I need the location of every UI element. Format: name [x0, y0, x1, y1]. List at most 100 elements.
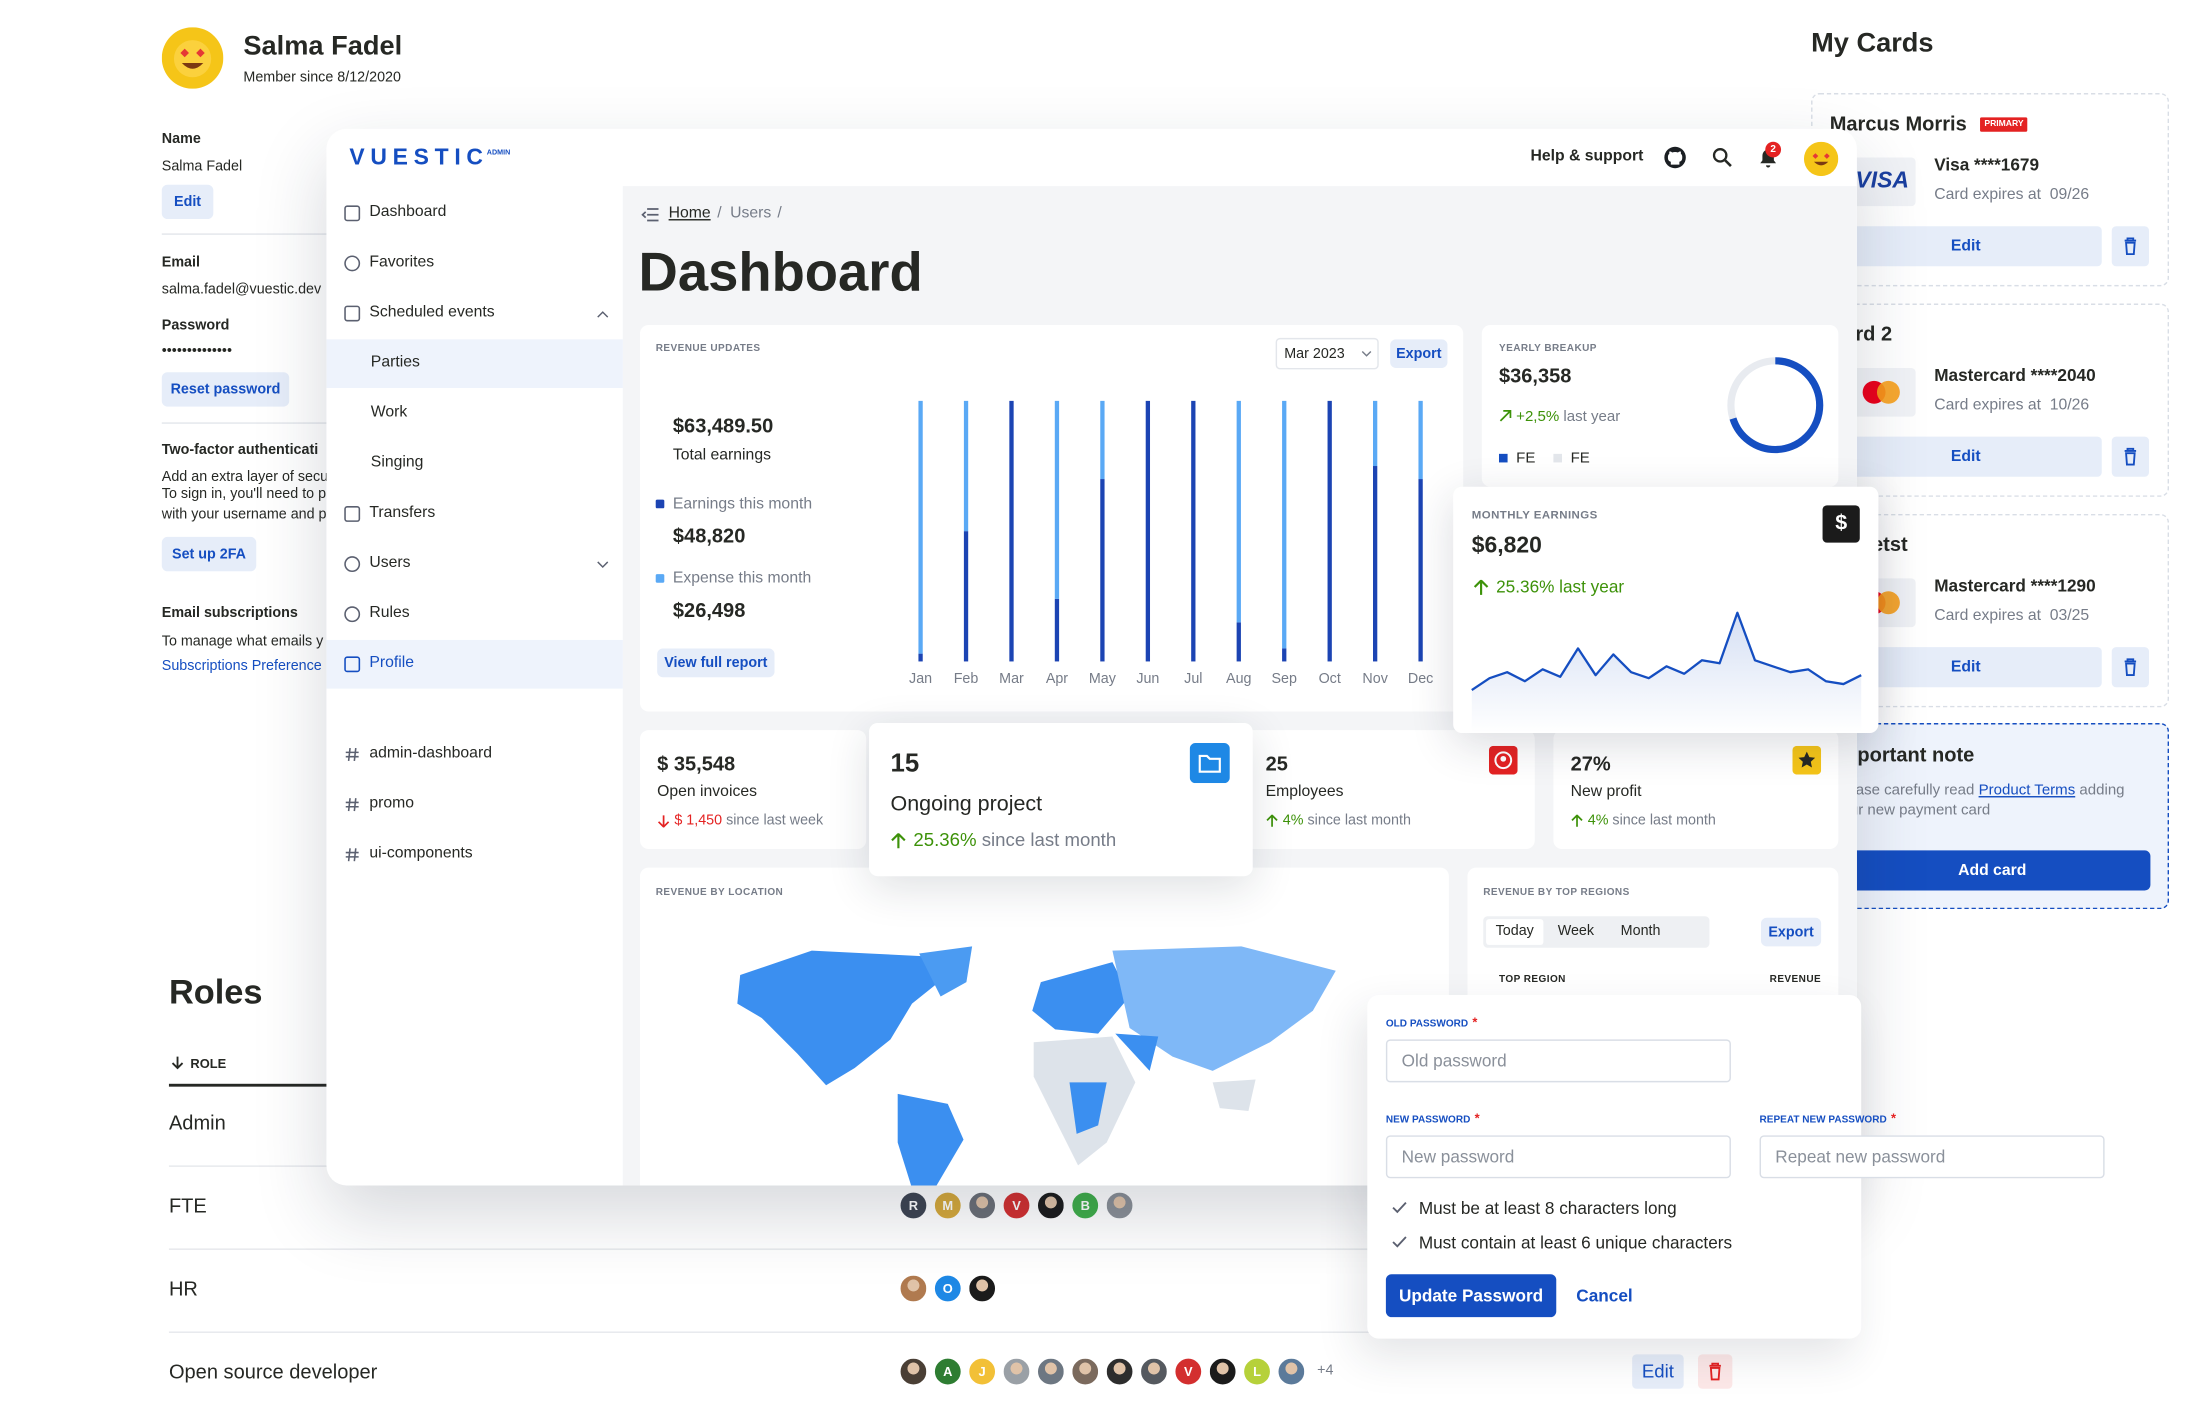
github-icon[interactable] — [1664, 146, 1687, 169]
role-name: Admin — [168, 1110, 226, 1134]
icon-shape — [344, 656, 361, 673]
graphic — [1876, 380, 1900, 404]
chevron — [597, 311, 609, 318]
field-label: NEW PASSWORD * — [1386, 1111, 1480, 1125]
breadcrumb-item[interactable]: Users — [730, 204, 772, 222]
edit-button[interactable]: Edit — [1829, 436, 2102, 477]
primary-badge: PRIMARY — [1980, 117, 2028, 132]
graphic — [173, 40, 212, 78]
nav-item[interactable]: Singing — [370, 453, 424, 472]
trash-icon — [2124, 447, 2137, 466]
delete-button[interactable] — [2111, 226, 2149, 267]
tab[interactable]: Today — [1486, 919, 1544, 945]
reset-password-button[interactable]: Reset password — [161, 372, 290, 407]
folder-icon — [1189, 743, 1230, 784]
delete-button[interactable] — [1697, 1354, 1733, 1389]
card-title: REVENUE BY LOCATION — [655, 887, 784, 898]
nav-item[interactable]: Scheduled events — [369, 303, 495, 321]
total-value: $63,489.50 — [672, 413, 774, 437]
nav-item[interactable]: Favorites — [369, 253, 435, 271]
note-text-part: adding your new payment card — [1834, 781, 2125, 819]
new-password-input[interactable]: New password — [1385, 1135, 1731, 1179]
icon-shape — [344, 205, 361, 222]
subscriptions-link[interactable]: Subscriptions Preference — [161, 658, 322, 675]
tab[interactable]: Week — [1557, 923, 1595, 940]
period-select[interactable]: Mar 2023 — [1275, 337, 1379, 370]
search-icon[interactable] — [1712, 147, 1732, 167]
x-tick-label: Oct — [1319, 671, 1341, 687]
tab[interactable]: Month — [1620, 923, 1661, 940]
edit-button[interactable]: Edit — [1829, 226, 2102, 267]
member-avatar: R — [899, 1191, 928, 1220]
stat-change: 25.36% since last month — [913, 829, 1116, 850]
graphic — [737, 950, 948, 1086]
trend-icon — [1571, 814, 1583, 827]
channel-item[interactable]: admin-dashboard — [369, 744, 492, 762]
graphic — [1712, 148, 1728, 163]
x-tick-label: Nov — [1362, 671, 1388, 687]
field-value: •••••••••••••• — [161, 343, 232, 360]
member-avatar — [967, 1274, 997, 1303]
nav-item[interactable]: Parties — [370, 353, 420, 371]
icon-shape — [345, 747, 359, 762]
nav-item[interactable]: Transfers — [369, 503, 436, 522]
field-label: Name — [161, 131, 201, 148]
graphic — [2124, 447, 2137, 466]
terms-link[interactable]: Product Terms — [1978, 781, 2076, 799]
nav-item[interactable]: Work — [370, 403, 408, 421]
add-card-button[interactable]: Add card — [1834, 850, 2151, 891]
old-password-input[interactable]: Old password — [1385, 1039, 1731, 1083]
update-password-button[interactable]: Update Password — [1385, 1274, 1557, 1318]
export-button[interactable]: Export — [1760, 917, 1822, 947]
menu-toggle-icon[interactable] — [641, 208, 659, 222]
breadcrumb-item[interactable]: Home — [668, 204, 711, 222]
donut-arc — [1727, 357, 1824, 454]
note-title: Important note — [1834, 743, 1975, 766]
bar-segment — [1009, 400, 1014, 662]
graphic — [1709, 1362, 1721, 1381]
stat-card: $ 35,548 Open invoices $ 1,450 since las… — [639, 730, 867, 849]
nav-icon — [344, 205, 361, 222]
stat-card: 25 Employees 4% since last month — [1231, 730, 1535, 849]
nav-icon — [344, 606, 361, 623]
notification-badge: 2 — [1765, 141, 1782, 158]
help-link[interactable]: Help & support — [1530, 147, 1644, 165]
tabs: Today Week Month — [1483, 916, 1710, 948]
mastercard-logo — [1862, 380, 1900, 404]
profit-icon — [1792, 745, 1822, 775]
member-avatar: V — [1002, 1191, 1031, 1220]
nav-item[interactable]: Users — [369, 554, 411, 572]
hash-icon — [345, 747, 359, 762]
stat-change: 4% since last month — [1588, 813, 1716, 829]
x-tick-label: Feb — [954, 671, 979, 687]
user-avatar — [161, 27, 224, 89]
setup-2fa-button[interactable]: Set up 2FA — [161, 536, 257, 572]
bar-segment — [1282, 648, 1287, 662]
cancel-button[interactable]: Cancel — [1576, 1285, 1633, 1306]
account-avatar[interactable] — [1803, 141, 1839, 177]
report-button[interactable]: View full report — [657, 648, 775, 678]
repeat-password-input[interactable]: Repeat new password — [1759, 1135, 2105, 1179]
graphic — [1361, 350, 1372, 357]
chevron-path — [597, 561, 609, 568]
delete-button[interactable] — [2111, 436, 2149, 477]
trend-icon — [1266, 814, 1278, 827]
graphic — [1392, 1236, 1407, 1248]
field-value: Salma Fadel — [161, 158, 243, 175]
card-number: Mastercard ****1290 — [1934, 575, 2096, 596]
nav-item[interactable]: Rules — [369, 604, 410, 622]
export-button[interactable]: Export — [1390, 339, 1448, 368]
edit-button[interactable]: Edit — [161, 184, 214, 220]
member-avatar — [899, 1357, 928, 1386]
edit-button[interactable]: Edit — [1632, 1354, 1684, 1389]
nav-icon — [344, 556, 361, 573]
delete-button[interactable] — [2111, 647, 2149, 688]
logo[interactable]: VUESTIC — [349, 146, 489, 171]
member-avatar — [1277, 1357, 1306, 1386]
donut-chart — [1727, 357, 1824, 454]
nav-item[interactable]: Dashboard — [369, 203, 447, 221]
channel-item[interactable]: promo — [369, 794, 415, 812]
nav-item[interactable]: Profile — [369, 654, 415, 672]
channel-item[interactable]: ui-components — [369, 844, 473, 862]
stat-label: Employees — [1265, 783, 1344, 801]
